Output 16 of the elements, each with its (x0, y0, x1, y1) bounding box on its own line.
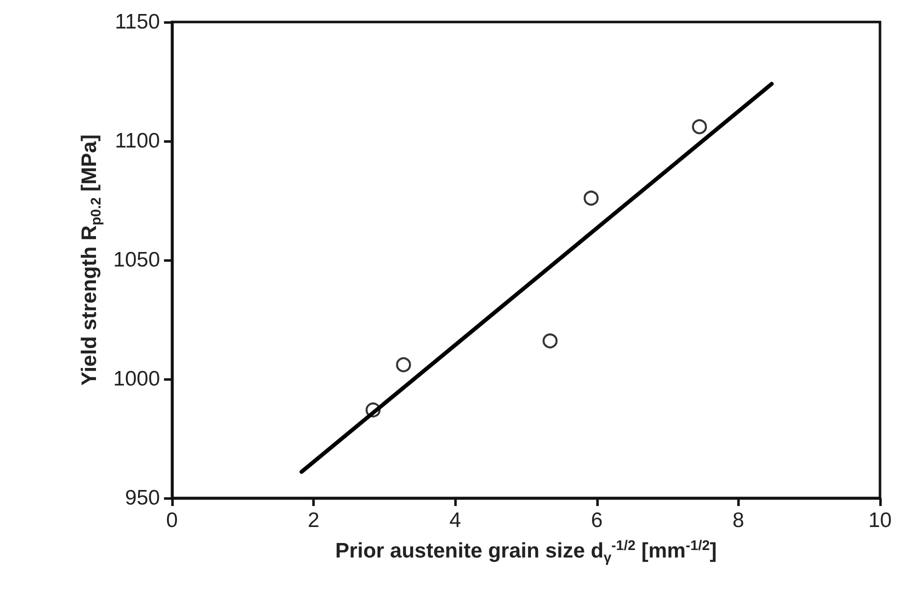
x-tick-label: 0 (166, 509, 178, 532)
x-tick-label: 4 (449, 509, 462, 532)
point (542, 333, 558, 348)
x-tick-label: 6 (590, 509, 603, 532)
x-tick-label: 2 (308, 509, 320, 532)
y-tick-label: 1050 (113, 248, 160, 272)
y-axis-title: Yield strength Rp0.2 [MPa] (78, 134, 104, 386)
point (692, 119, 707, 134)
x-tick-label: 8 (732, 509, 744, 532)
point (396, 357, 412, 372)
x-tick-label: 10 (868, 509, 892, 532)
y-tick-label: 950 (124, 486, 160, 510)
y-tick-label: 1000 (113, 368, 160, 390)
y-tick-label: 1150 (114, 10, 160, 34)
point (584, 190, 599, 206)
y-tick-label: 1100 (114, 130, 160, 152)
